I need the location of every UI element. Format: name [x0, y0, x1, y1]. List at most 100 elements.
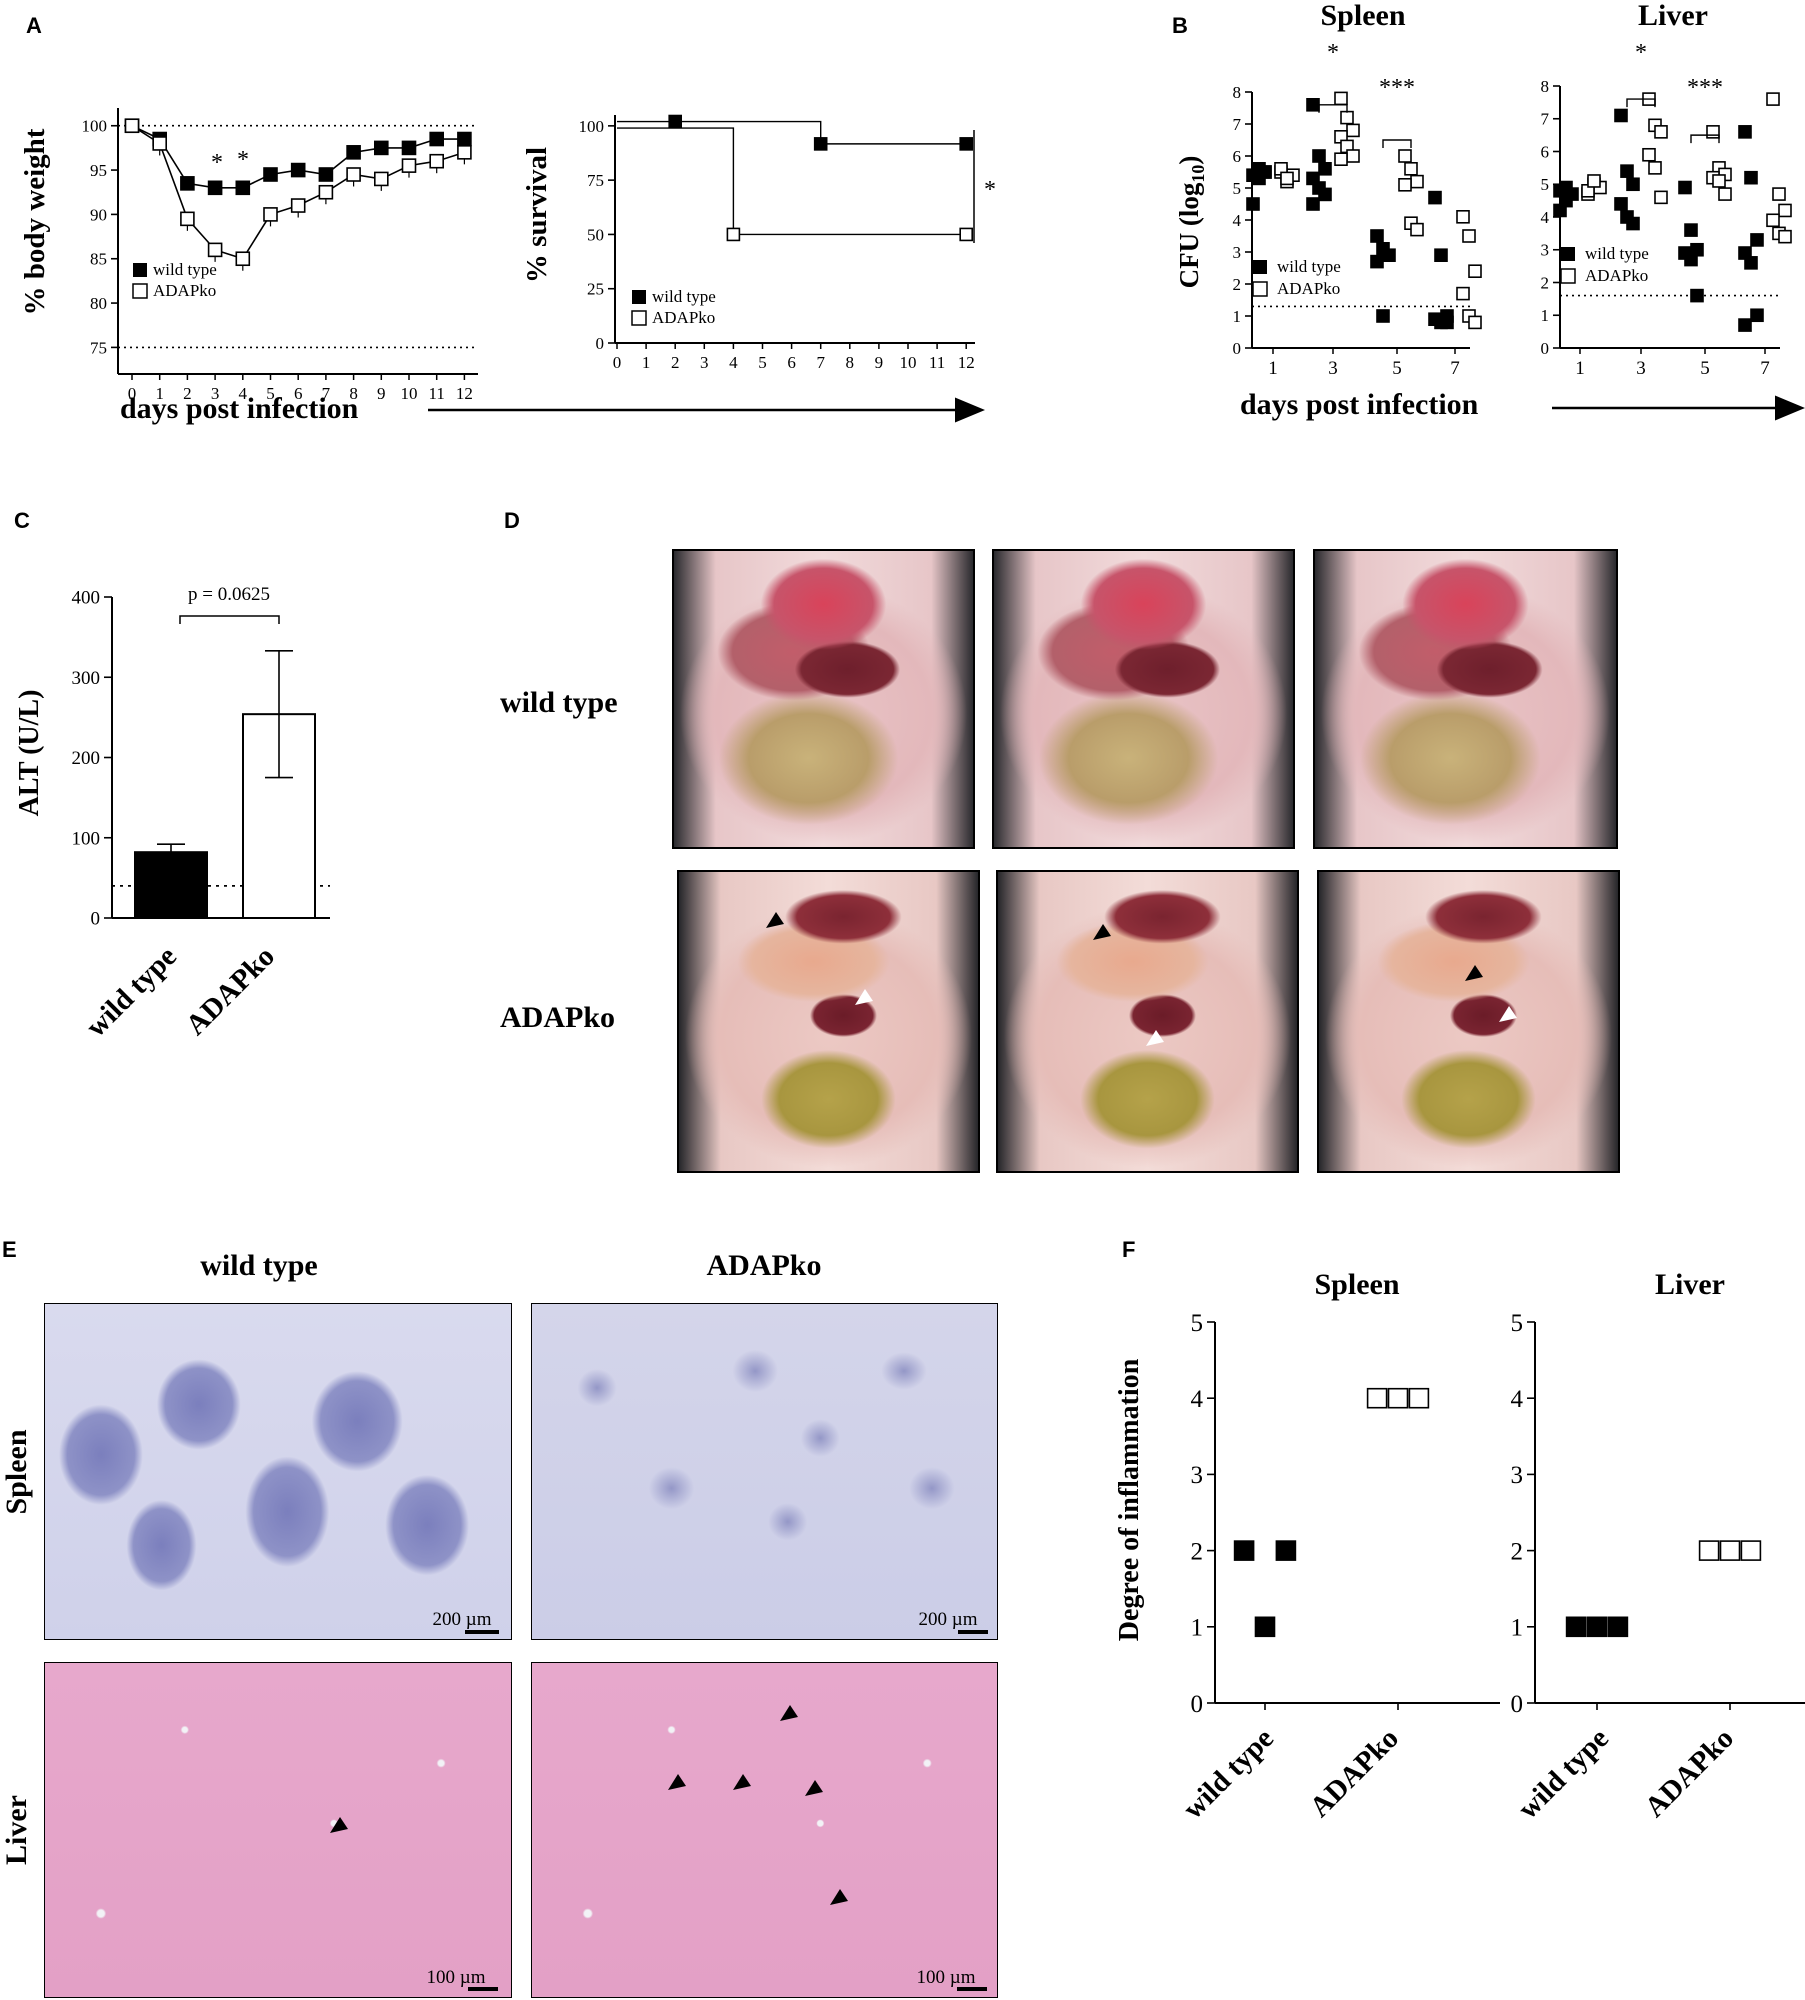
- panel-d-photo-wt-3: [1313, 549, 1618, 849]
- a2-sig: *: [984, 177, 996, 203]
- data-point-adapko: [1387, 1387, 1409, 1409]
- panel-letter-d: D: [504, 508, 520, 533]
- data-point-adapko: [1404, 162, 1418, 176]
- y-tick-label: 7: [1233, 115, 1242, 134]
- data-point-wild-type: [1690, 288, 1704, 303]
- y-tick-label: 0: [596, 334, 605, 353]
- data-point-wild-type: [1382, 248, 1396, 262]
- bar-wild-type: [134, 851, 208, 920]
- y-tick-label: 0: [1511, 1691, 1524, 1718]
- panel-letter-e: E: [2, 1237, 17, 1262]
- data-point-wild-type: [1614, 108, 1628, 123]
- y-tick-label: 400: [72, 588, 101, 609]
- y-tick-label: 2: [1191, 1538, 1204, 1565]
- data-point-adapko: [1456, 210, 1470, 224]
- data-point-adapko: [124, 118, 140, 134]
- b-ylabel-sub: 10: [1188, 165, 1208, 183]
- data-point-wild-type: [1738, 318, 1752, 332]
- a2-legend-ko: ADAPko: [652, 308, 715, 327]
- e-col-label-ko: ADAPko: [706, 1249, 821, 1282]
- data-point-adapko: [1712, 174, 1726, 188]
- b1-legend-wt-marker: [1253, 260, 1267, 274]
- data-point-adapko: [235, 251, 251, 267]
- data-point-wild-type: [429, 131, 445, 147]
- panel-d-photo-ko-3: [1317, 870, 1620, 1173]
- data-point-wild-type: [1233, 1540, 1255, 1561]
- significance-bracket: [1690, 134, 1720, 144]
- y-tick-label: 6: [1541, 142, 1550, 161]
- e-scale-bar-3: [468, 1987, 498, 1991]
- y-tick-label: 6: [1233, 147, 1242, 166]
- a-xlabel: days post infection: [120, 392, 359, 425]
- x-tick-label: 9: [875, 353, 884, 372]
- a2-legend-wt-marker: [632, 290, 646, 304]
- data-point-adapko: [152, 136, 167, 151]
- e-arrow-5: [805, 1780, 823, 1796]
- b2-legend-wt-marker: [1561, 247, 1575, 261]
- data-point-adapko: [1740, 1540, 1762, 1561]
- d-arrow-liver-1: [766, 912, 784, 928]
- panel-f-liver-chart: Liver 5 4 3 2 1 0 wild type ADAPko: [1511, 1268, 1805, 1825]
- e-scale-spleen-wt: 200 µm: [433, 1609, 492, 1630]
- data-point-adapko: [1766, 92, 1780, 106]
- data-point-adapko: [726, 227, 741, 242]
- panel-e-liver-wt: [44, 1662, 512, 1998]
- data-point-adapko: [1698, 1540, 1720, 1561]
- y-tick-label: 1: [1191, 1615, 1204, 1642]
- data-point-wild-type: [1586, 1616, 1608, 1638]
- data-point-wild-type: [401, 140, 417, 156]
- data-point-wild-type: [1258, 165, 1272, 179]
- data-point-wild-type: [346, 145, 361, 160]
- data-point-adapko: [1718, 187, 1732, 201]
- x-tick-label: 9: [377, 384, 386, 403]
- b1-legend-ko: ADAPko: [1277, 279, 1340, 298]
- data-point-wild-type: [1738, 125, 1752, 139]
- data-point-wild-type: [207, 180, 223, 196]
- y-tick-label: 2: [1541, 273, 1550, 292]
- y-tick-label: 5: [1191, 1310, 1204, 1337]
- y-tick-label: 1: [1541, 306, 1550, 325]
- data-point-adapko: [1410, 222, 1424, 237]
- panel-d-photo-ko-2: [996, 870, 1299, 1173]
- e-scale-liver-wt: 100 µm: [427, 1967, 486, 1988]
- data-point-wild-type: [1626, 177, 1640, 192]
- data-point-wild-type: [1614, 197, 1628, 211]
- e-arrowheads: [330, 1705, 848, 1905]
- a1-sig-day3: *: [211, 150, 223, 176]
- x-tick-label: 4: [239, 384, 248, 403]
- y-tick-label: 0: [1233, 339, 1242, 358]
- data-point-wild-type: [1744, 256, 1758, 270]
- data-point-wild-type: [235, 180, 251, 196]
- y-tick-label: 1: [1511, 1615, 1524, 1642]
- panel-letter-c: C: [14, 508, 30, 533]
- data-point-wild-type: [1318, 187, 1332, 202]
- data-point-wild-type: [1434, 248, 1448, 262]
- significance-bracket: [1382, 139, 1412, 148]
- data-point-wild-type: [1312, 149, 1326, 163]
- e-scale-bar-1: [465, 1630, 499, 1634]
- data-point-adapko: [1654, 125, 1668, 139]
- b1-legend-wt: wild type: [1277, 257, 1341, 276]
- data-point-adapko: [346, 167, 361, 182]
- panel-d-photo-wt-1: [672, 549, 975, 849]
- x-tick-label: 10: [401, 384, 418, 403]
- y-tick-label: 5: [1511, 1310, 1524, 1337]
- f-liver-title: Liver: [1655, 1268, 1725, 1301]
- y-tick-label: 4: [1511, 1386, 1524, 1413]
- panel-d-photo-ko-1: [677, 870, 980, 1173]
- data-point-adapko: [1648, 161, 1662, 175]
- x-tick-label: 10: [900, 353, 917, 372]
- b-spleen-title: Spleen: [1320, 0, 1405, 32]
- y-tick-label: 75: [587, 171, 604, 190]
- d-arrow-spleen-2: [1146, 1030, 1164, 1046]
- data-point-adapko: [318, 184, 334, 200]
- a1-ylabel: % body weight: [19, 128, 51, 315]
- data-point-adapko: [1346, 149, 1360, 163]
- d-arrow-liver-2: [1093, 924, 1111, 940]
- data-point-wild-type: [1684, 252, 1698, 267]
- data-point-adapko: [180, 211, 195, 227]
- x-tick-label: 3: [700, 353, 709, 372]
- data-point-wild-type: [1684, 223, 1698, 237]
- x-tick-label: 3: [211, 384, 220, 403]
